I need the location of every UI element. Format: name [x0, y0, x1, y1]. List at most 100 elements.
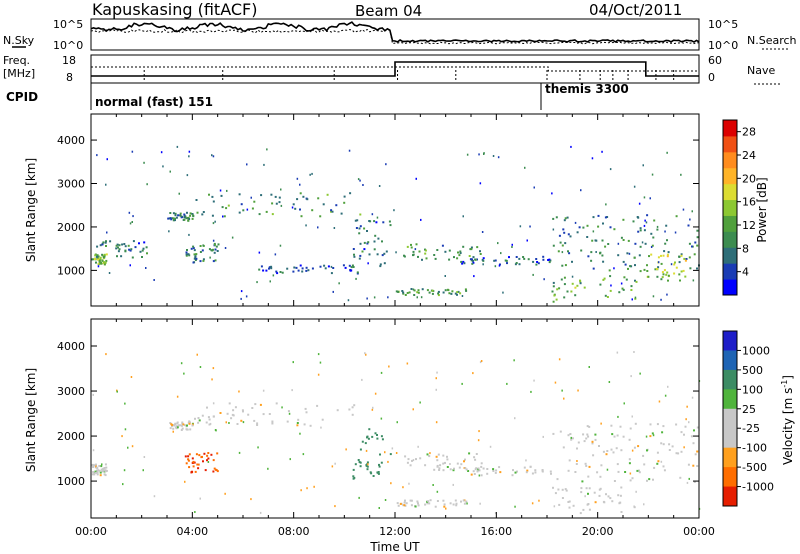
- echo-cell: [649, 197, 651, 200]
- echo-cell: [567, 469, 570, 472]
- echo-cell: [250, 498, 252, 501]
- echo-cell: [462, 245, 465, 248]
- echo-cell: [366, 468, 369, 471]
- echo-cell: [99, 258, 102, 261]
- noise-panel-frame: [90, 18, 700, 51]
- echo-cell: [458, 254, 461, 257]
- echo-cell: [145, 246, 148, 249]
- echo-cell: [452, 483, 454, 486]
- echo-cell: [597, 225, 600, 228]
- echo-cell: [207, 416, 210, 419]
- echo-cell: [443, 505, 446, 508]
- nave-dips: [143, 70, 675, 80]
- echo-cell: [208, 248, 211, 251]
- power-colorbar-swatch: [723, 199, 737, 216]
- echo-cell: [533, 379, 535, 382]
- echo-cell: [410, 243, 412, 246]
- echo-cell: [368, 253, 371, 256]
- echo-cell: [684, 275, 687, 278]
- echo-cell: [420, 296, 423, 299]
- echo-cell: [141, 249, 144, 252]
- echo-cell: [683, 257, 686, 260]
- echo-cell: [97, 255, 100, 258]
- echo-cell: [378, 463, 380, 466]
- echo-cell: [414, 505, 417, 508]
- echo-cell: [366, 435, 369, 438]
- echo-cell: [116, 255, 118, 258]
- echo-cell: [132, 215, 134, 218]
- echo-cell: [472, 372, 474, 375]
- echo-cell: [174, 214, 177, 217]
- echo-cell: [511, 243, 513, 246]
- echo-cell: [178, 192, 180, 195]
- echo-cell: [675, 266, 678, 269]
- echo-cell: [456, 293, 458, 296]
- echo-cell: [395, 452, 398, 454]
- echo-cell: [102, 256, 105, 259]
- echo-cell: [599, 475, 602, 478]
- echo-cell: [691, 245, 693, 248]
- echo-cell: [696, 244, 699, 247]
- echo-cell: [644, 219, 646, 222]
- echo-cell: [213, 251, 216, 254]
- echo-cell: [302, 195, 305, 198]
- echo-cell: [322, 203, 325, 206]
- echo-cell: [359, 213, 362, 216]
- y-tick-label: 3000: [57, 178, 85, 191]
- echo-cell: [603, 501, 606, 504]
- echo-cell: [639, 227, 642, 230]
- echo-cell: [678, 273, 681, 276]
- echo-cell: [639, 245, 642, 248]
- echo-cell: [606, 468, 609, 471]
- echo-cell: [191, 213, 194, 215]
- nave-label: Nave: [747, 64, 775, 77]
- echo-cell: [416, 500, 419, 503]
- echo-cell: [632, 220, 635, 223]
- echo-cell: [202, 258, 205, 261]
- echo-cell: [214, 429, 217, 431]
- echo-cell: [403, 504, 406, 507]
- echo-cell: [214, 220, 216, 223]
- echo-cell: [406, 292, 409, 294]
- echo-cell: [637, 216, 640, 219]
- echo-cell: [196, 353, 198, 356]
- echo-cell: [240, 297, 242, 300]
- echo-cell: [559, 241, 562, 244]
- echo-cell: [343, 201, 346, 204]
- echo-cell: [402, 486, 404, 489]
- echo-cell: [181, 427, 184, 430]
- echo-cell: [633, 446, 636, 449]
- freq-tick-top: 18: [62, 54, 76, 67]
- echo-cell: [514, 505, 516, 508]
- echo-cell: [598, 445, 600, 447]
- velocity-colorbar-tick-label: 500: [742, 364, 763, 377]
- echo-cell: [696, 450, 699, 453]
- echo-cell: [661, 271, 664, 274]
- echo-cell: [103, 253, 106, 256]
- echo-cell: [674, 231, 677, 234]
- echo-cell: [435, 455, 438, 458]
- echo-cell: [198, 419, 201, 422]
- power-colorbar-swatch: [723, 135, 737, 153]
- echo-cell: [492, 468, 495, 471]
- echo-cell: [134, 246, 137, 249]
- echo-cell: [247, 413, 250, 416]
- echo-cell: [353, 404, 356, 407]
- noise-search-label: N.Search: [747, 34, 797, 47]
- echo-cell: [486, 472, 489, 475]
- echo-cell: [143, 161, 145, 164]
- echo-cell: [105, 183, 107, 186]
- echo-cell: [124, 402, 126, 405]
- echo-cell: [633, 505, 635, 508]
- echo-cell: [657, 266, 660, 269]
- echo-cell: [317, 373, 320, 376]
- echo-cell: [106, 158, 108, 161]
- echo-cell: [367, 241, 370, 244]
- echo-cell: [102, 467, 105, 470]
- echo-cell: [171, 424, 174, 426]
- echo-cell: [378, 465, 381, 468]
- echo-cell: [211, 378, 213, 381]
- echo-cell: [687, 463, 690, 466]
- echo-cell: [459, 252, 462, 254]
- echo-cell: [506, 382, 508, 385]
